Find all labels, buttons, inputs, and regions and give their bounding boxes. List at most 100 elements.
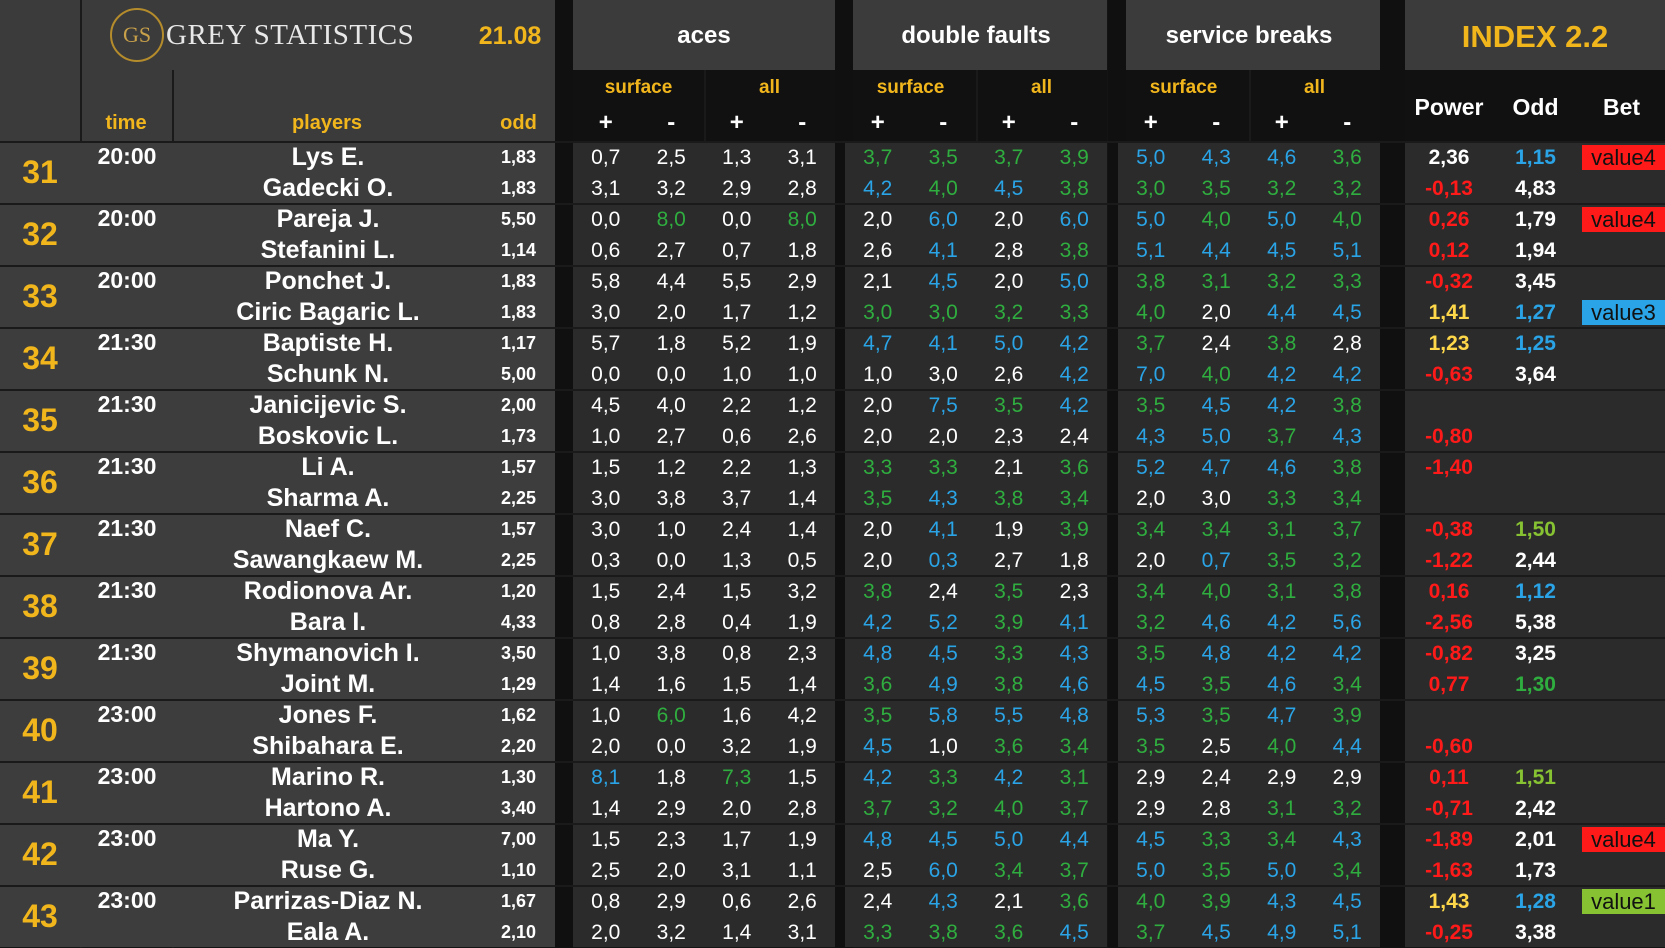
odd2-value: 1,30 — [1515, 672, 1556, 696]
stat-value: 3,3 — [994, 641, 1024, 665]
stat-value: 3,4 — [1267, 827, 1297, 851]
power-value: -0,71 — [1425, 796, 1473, 820]
stat-value: 2,9 — [787, 269, 817, 293]
stat-value: 4,2 — [863, 765, 893, 789]
match-left-bg — [0, 451, 555, 513]
stat-value: 5,5 — [994, 703, 1024, 727]
odd2-value: 1,15 — [1515, 145, 1556, 169]
stat-value: 4,2 — [863, 610, 893, 634]
stat-value: 4,9 — [928, 672, 958, 696]
stat-value: 3,7 — [994, 145, 1024, 169]
plus-label: + — [1001, 109, 1016, 136]
match-left-bg — [0, 699, 555, 761]
player-name: Shibahara E. — [252, 732, 404, 760]
stat-value: 3,6 — [1059, 889, 1089, 913]
stat-value: 2,0 — [928, 424, 958, 448]
stat-value: 1,0 — [591, 641, 621, 665]
power-value: -0,80 — [1425, 424, 1473, 448]
match-stats-bg — [573, 575, 835, 637]
player-odd: 1,83 — [500, 178, 537, 198]
stat-value: 1,4 — [787, 672, 817, 696]
stat-value: 2,6 — [787, 889, 817, 913]
stat-value: 0,7 — [591, 145, 621, 169]
match-time: 21:30 — [97, 515, 157, 541]
player-name: Pareja J. — [276, 205, 380, 233]
match-stats-bg — [1118, 761, 1380, 823]
bet-badge: value4 — [1582, 207, 1665, 232]
stat-value: 3,7 — [722, 486, 752, 510]
stat-value: 3,7 — [1059, 858, 1089, 882]
col-bet-label: Bet — [1602, 93, 1641, 120]
stat-value: 5,0 — [994, 331, 1024, 355]
stat-value: 2,3 — [1059, 579, 1089, 603]
stat-value: 3,8 — [1267, 331, 1297, 355]
stat-value: 2,1 — [863, 269, 893, 293]
stat-value: 5,2 — [722, 331, 752, 355]
stat-value: 3,2 — [928, 796, 958, 820]
match-number: 39 — [22, 649, 58, 686]
stat-value: 3,1 — [1267, 579, 1297, 603]
stat-value: 1,9 — [787, 734, 817, 758]
stat-value: 3,5 — [1201, 858, 1231, 882]
stat-value: 2,7 — [656, 424, 686, 448]
stat-value: 2,8 — [994, 238, 1024, 262]
stat-value: 1,9 — [787, 610, 817, 634]
stat-value: 3,5 — [1267, 548, 1297, 572]
stat-value: 3,4 — [1332, 486, 1362, 510]
stat-value: 1,4 — [787, 517, 817, 541]
odd2-value: 1,27 — [1515, 300, 1556, 324]
stat-value: 4,3 — [1136, 424, 1166, 448]
plus-label: + — [1143, 109, 1158, 136]
stat-value: 5,0 — [1136, 858, 1166, 882]
player-name: Joint M. — [280, 670, 376, 698]
stat-value: 0,3 — [928, 548, 958, 572]
stat-value: 3,0 — [863, 300, 893, 324]
player-name: Naef C. — [284, 515, 372, 543]
stat-value: 2,8 — [787, 796, 817, 820]
minus-label: - — [1212, 109, 1221, 136]
player-name: Sawangkaew M. — [232, 546, 424, 574]
stat-value: 4,4 — [1267, 300, 1297, 324]
stat-value: 3,0 — [1136, 176, 1166, 200]
match-stats-bg — [845, 513, 1107, 575]
stat-value: 4,5 — [591, 393, 621, 417]
match-number: 37 — [22, 525, 58, 562]
match-stats-bg — [573, 885, 835, 947]
power-value: -1,40 — [1425, 455, 1473, 479]
stat-value: 2,4 — [656, 579, 686, 603]
stat-value: 4,2 — [1332, 641, 1362, 665]
sub-all-label: all — [1303, 77, 1326, 98]
match-stats-bg — [573, 823, 835, 885]
odd2-value: 1,79 — [1515, 207, 1556, 231]
stat-value: 1,2 — [787, 300, 817, 324]
index-title: INDEX 2.2 — [1461, 19, 1609, 54]
stat-value: 2,9 — [656, 796, 686, 820]
odd2-value: 3,45 — [1515, 269, 1556, 293]
stat-value: 2,8 — [787, 176, 817, 200]
stat-value: 8,0 — [787, 207, 817, 231]
stat-value: 3,2 — [1267, 176, 1297, 200]
stat-value: 3,8 — [1332, 393, 1362, 417]
player-odd: 2,25 — [500, 488, 537, 508]
match-stats-bg — [573, 265, 835, 327]
player-name: Bara I. — [289, 608, 367, 636]
odd2-value: 4,83 — [1515, 176, 1556, 200]
stat-value: 1,3 — [787, 455, 817, 479]
match-number: 31 — [22, 153, 58, 190]
stat-value: 2,5 — [1201, 734, 1231, 758]
match-stats-bg — [573, 513, 835, 575]
stat-value: 3,2 — [1332, 176, 1362, 200]
player-odd: 3,50 — [500, 643, 537, 663]
stat-value: 2,5 — [591, 858, 621, 882]
match-number: 41 — [22, 773, 58, 810]
match-stats-bg — [845, 575, 1107, 637]
stat-value: 3,2 — [1332, 548, 1362, 572]
match-stats-bg — [573, 637, 835, 699]
stat-value: 4,5 — [928, 827, 958, 851]
stat-value: 2,4 — [928, 579, 958, 603]
player-odd: 5,50 — [500, 209, 537, 229]
stat-value: 3,2 — [656, 176, 686, 200]
odd2-value — [1493, 390, 1578, 421]
player-name: Janicijevic S. — [249, 391, 407, 419]
stat-value: 3,3 — [863, 920, 893, 944]
